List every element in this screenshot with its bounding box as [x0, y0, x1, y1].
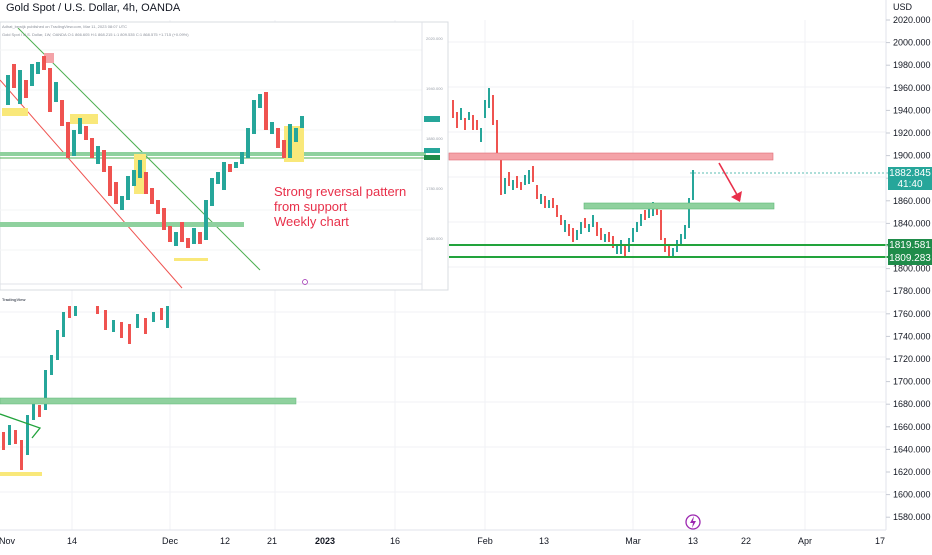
- level-badge-lower: 1809.283: [888, 252, 932, 265]
- lower-highlight-zone: [0, 472, 42, 476]
- inset-symbol-info: Gold Spot / U.S. Dollar, 1W, OANDA O:1 8…: [2, 32, 189, 37]
- time-tick-label: Feb: [477, 536, 493, 546]
- time-tick-label: 13: [539, 536, 549, 546]
- time-tick-label: 22: [741, 536, 751, 546]
- price-tick-label: 1800.000: [893, 264, 931, 274]
- price-tick-label: 2020.000: [893, 15, 931, 25]
- weekly-candles: [6, 56, 304, 248]
- price-tick-label: 1680.000: [893, 399, 931, 409]
- last-price-value: 1882.845: [889, 168, 931, 179]
- time-tick-label: 14: [67, 536, 77, 546]
- price-tick-label: 1980.000: [893, 60, 931, 70]
- time-tick-label: Nov: [0, 536, 15, 546]
- price-axis[interactable]: 2020.000 2000.000 1980.000 1960.000 1940.000…: [886, 15, 931, 522]
- lower-trend-arrow: [0, 413, 42, 439]
- time-tick-label: Dec: [162, 536, 179, 546]
- weekly-lower-support-band: [0, 222, 244, 227]
- right-candles: [452, 88, 694, 258]
- price-tick-label: 1920.000: [893, 128, 931, 138]
- down-arrow-head: [731, 191, 742, 202]
- annotation-line-2: from support: [274, 199, 347, 214]
- price-tick-label: 1740.000: [893, 331, 931, 341]
- support-zone[interactable]: [583, 202, 775, 210]
- price-tick-label: 1780.000: [893, 286, 931, 296]
- time-tick-label: Mar: [625, 536, 641, 546]
- time-tick-label: 12: [220, 536, 230, 546]
- annotation-line-1: Strong reversal pattern: [274, 184, 407, 199]
- price-tick-label: 1960.000: [893, 83, 931, 93]
- svg-text:1880.000: 1880.000: [426, 136, 443, 141]
- time-axis[interactable]: Nov 14 Dec 12 21 2023 16 Feb 13 Mar 13 22 Apr 17: [0, 536, 885, 546]
- time-tick-label: 17: [875, 536, 885, 546]
- currency-label: USD: [893, 2, 913, 12]
- price-tick-label: 1580.000: [893, 512, 931, 522]
- time-tick-label: Apr: [798, 536, 812, 546]
- chart-title: Gold Spot / U.S. Dollar, 4h, OANDA: [6, 2, 181, 14]
- price-tick-label: 1760.000: [893, 309, 931, 319]
- weekly-chart-inset[interactable]: 2020.000 1940.000 1880.000 1780.000 1680…: [0, 21, 449, 291]
- price-tick-label: 2000.000: [893, 38, 931, 48]
- price-tick-label: 1600.000: [893, 490, 931, 500]
- weekly-channel-upper: [17, 27, 261, 271]
- last-price-badge: 1882.845 41:40: [888, 167, 932, 190]
- tradingview-logo-text: TradingView: [2, 297, 26, 302]
- resistance-zone[interactable]: [448, 152, 774, 161]
- price-tick-label: 1940.000: [893, 105, 931, 115]
- lightning-icon[interactable]: [685, 514, 701, 530]
- svg-text:1940.000: 1940.000: [426, 86, 443, 91]
- price-tick-label: 1640.000: [893, 444, 931, 454]
- svg-text:1780.000: 1780.000: [426, 186, 443, 191]
- time-tick-label: 2023: [315, 536, 335, 546]
- price-tick-label: 1900.000: [893, 151, 931, 161]
- weekly-channel-lower: [0, 79, 183, 289]
- price-tick-label: 1720.000: [893, 354, 931, 364]
- svg-text:2020.000: 2020.000: [426, 36, 443, 41]
- annotation-line-3: Weekly chart: [274, 214, 349, 229]
- time-tick-label: 16: [390, 536, 400, 546]
- tradingview-logo: TradingView: [2, 297, 26, 302]
- time-tick-label: 13: [688, 536, 698, 546]
- level-badge-upper: 1819.581: [888, 239, 932, 252]
- down-arrow-shaft: [718, 162, 741, 201]
- price-tick-label: 1660.000: [893, 422, 931, 432]
- bar-countdown: 41:40: [897, 179, 923, 190]
- price-tick-label: 1620.000: [893, 467, 931, 477]
- weekly-support-band: [0, 152, 426, 156]
- price-tick-label: 1840.000: [893, 218, 931, 228]
- price-tick-label: 1860.000: [893, 196, 931, 206]
- lower-support-zone[interactable]: [0, 397, 297, 405]
- svg-text:1680.000: 1680.000: [426, 236, 443, 241]
- price-tick-label: 1700.000: [893, 377, 931, 387]
- inset-publish-info: Adhat_bewijk published on TradingView.co…: [2, 24, 128, 29]
- lower-candles: [2, 306, 169, 470]
- time-tick-label: 21: [267, 536, 277, 546]
